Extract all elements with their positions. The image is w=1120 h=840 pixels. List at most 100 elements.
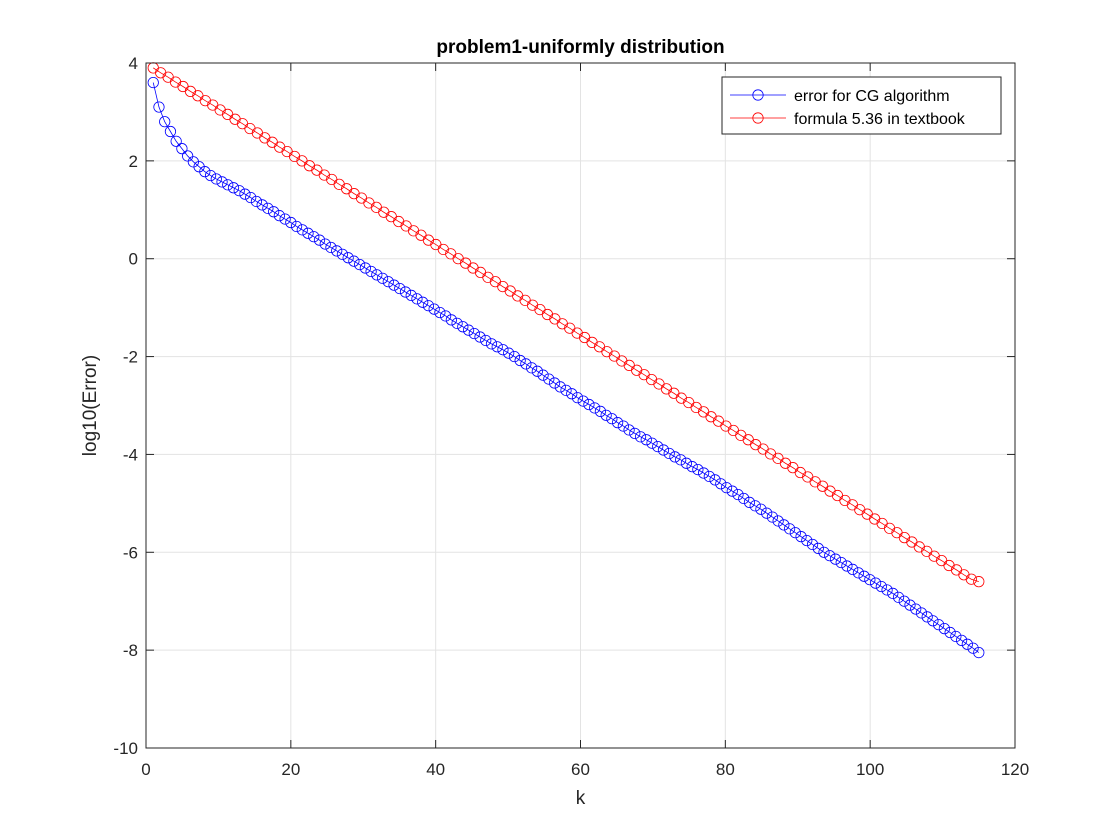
legend-label: error for CG algorithm: [794, 88, 950, 105]
data-point: [955, 634, 968, 646]
data-point: [474, 331, 486, 343]
data-point: [938, 623, 950, 635]
data-point: [686, 461, 698, 473]
legend-item: formula 5.36 in textbook: [730, 111, 966, 128]
data-point: [772, 515, 784, 527]
data-point: [967, 642, 979, 654]
data-point: [285, 216, 297, 229]
data-point: [835, 556, 847, 569]
axis-ticks: 0 20 40 60 80 100 120 -10 -8 -6 -4 -2 0 2 4: [113, 54, 1029, 779]
data-point: [965, 573, 977, 585]
data-point: [950, 630, 962, 643]
data-point: [973, 646, 985, 659]
data-point: [531, 365, 543, 377]
data-point: [434, 306, 446, 319]
data-point: [961, 638, 973, 650]
data-point: [806, 538, 819, 551]
data-point: [548, 377, 561, 389]
data-point: [520, 358, 532, 370]
y-tick-label: -8: [123, 641, 138, 660]
data-point: [153, 101, 165, 113]
data-point: [789, 527, 801, 539]
data-point: [365, 265, 377, 278]
data-point: [388, 279, 400, 291]
legend: error for CG algorithm formula 5.36 in te…: [721, 76, 1002, 135]
data-point: [617, 420, 629, 432]
data-point: [170, 135, 182, 147]
data-point: [233, 185, 245, 197]
data-point: [222, 179, 234, 191]
y-tick-label: -2: [123, 348, 138, 367]
series-layer: [147, 62, 985, 659]
data-point: [864, 574, 876, 586]
data-point: [262, 202, 274, 214]
data-point: [583, 398, 595, 411]
data-point: [921, 611, 933, 623]
x-tick-label: 120: [1001, 760, 1029, 779]
data-point: [491, 341, 503, 353]
data-point: [268, 206, 280, 218]
data-point: [313, 234, 326, 246]
data-point: [371, 269, 383, 281]
data-point: [973, 576, 985, 588]
data-point: [451, 317, 463, 329]
data-point: [594, 405, 607, 417]
y-tick-label: -10: [113, 739, 138, 758]
y-tick-label: 2: [129, 152, 138, 171]
data-point: [726, 485, 738, 497]
data-point: [829, 553, 842, 565]
y-tick-label: 0: [129, 250, 138, 269]
data-point: [715, 478, 727, 490]
data-point: [766, 511, 779, 523]
data-point: [256, 199, 268, 211]
data-point: [296, 224, 308, 236]
data-point: [915, 607, 928, 619]
data-point: [623, 424, 635, 436]
data-point: [646, 437, 658, 449]
chart-title: problem1-uniformly distribution: [436, 37, 724, 58]
data-point: [422, 300, 435, 312]
data-point: [818, 546, 830, 558]
x-tick-label: 0: [141, 760, 150, 779]
x-tick-label: 100: [856, 760, 884, 779]
data-point: [566, 388, 578, 400]
data-point: [411, 293, 423, 305]
data-point: [331, 245, 343, 257]
data-point: [382, 276, 394, 288]
data-point: [634, 431, 647, 443]
data-point: [405, 289, 417, 302]
data-point: [783, 523, 796, 535]
x-tick-label: 60: [571, 760, 590, 779]
data-point: [440, 310, 452, 322]
y-tick-label: -4: [123, 445, 138, 464]
x-axis-label: k: [576, 788, 586, 809]
data-point: [652, 440, 664, 453]
data-point: [245, 191, 257, 204]
data-point: [669, 451, 681, 463]
data-point: [680, 457, 693, 469]
data-point: [376, 272, 389, 284]
data-point: [869, 577, 882, 589]
series-line: [153, 67, 979, 583]
legend-marker: [752, 89, 764, 101]
data-point: [342, 252, 354, 264]
data-point: [612, 417, 624, 429]
data-point: [858, 570, 870, 582]
data-point: [657, 444, 670, 456]
data-point: [904, 599, 916, 611]
data-point: [199, 166, 211, 178]
data-point: [204, 169, 217, 182]
data-point: [164, 125, 177, 138]
data-point: [812, 542, 824, 554]
x-tick-label: 40: [426, 760, 445, 779]
data-point: [308, 231, 320, 243]
data-point: [359, 262, 371, 274]
data-point: [675, 454, 687, 466]
y-tick-label: -6: [123, 543, 138, 562]
data-point: [428, 303, 440, 315]
x-tick-label: 20: [281, 760, 300, 779]
data-point: [927, 615, 939, 627]
data-point: [497, 344, 509, 356]
data-point: [720, 482, 733, 494]
data-point: [875, 580, 887, 593]
